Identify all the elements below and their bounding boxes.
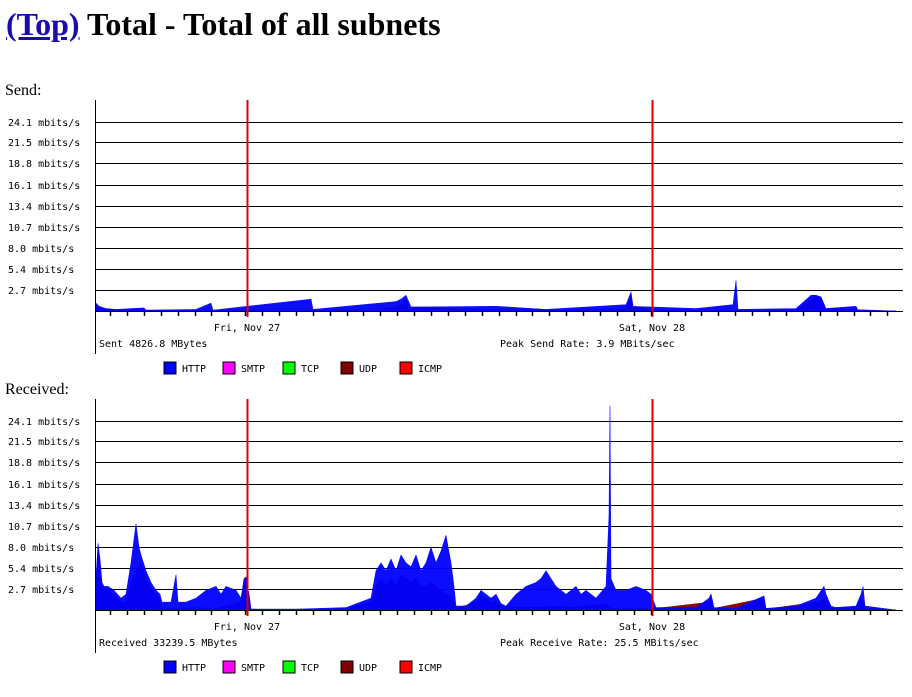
send-day-label: Sat, Nov 28: [619, 323, 685, 334]
received-legend-label-http: HTTP: [182, 663, 206, 674]
page-title-text: Total - Total of all subnets: [86, 6, 441, 42]
received-legend-swatch-icmp: [399, 660, 413, 674]
received-y-tick-label: 10.7 mbits/s: [8, 522, 80, 533]
received-graph: 24.1 mbits/s 21.5 mbits/s 18.8 mbits/s 16.1…: [8, 399, 903, 674]
received-legend-swatch-udp: [340, 660, 354, 674]
send-y-tick-label: 18.8 mbits/s: [8, 159, 80, 170]
send-day-label: Fri, Nov 27: [214, 323, 280, 334]
received-y-tick-label: 13.4 mbits/s: [8, 501, 80, 512]
send-peak-text: Peak Send Rate: 3.9 MBits/sec: [500, 339, 675, 350]
send-total-text: Sent 4826.8 MBytes: [99, 339, 207, 350]
send-legend-label-http: HTTP: [182, 364, 206, 375]
received-y-tick-label: 5.4 mbits/s: [8, 564, 74, 575]
send-y-tick-label: 2.7 mbits/s: [8, 286, 74, 297]
received-day-label: Sat, Nov 28: [619, 622, 685, 633]
page-title: (Top) Total - Total of all subnets: [6, 6, 441, 42]
received-legend-swatch-tcp: [282, 660, 296, 674]
received-total-text: Received 33239.5 MBytes: [99, 638, 237, 649]
send-legend-label-icmp: ICMP: [418, 364, 442, 375]
send-graph: 24.1 mbits/s 21.5 mbits/s 18.8 mbits/s 16.1…: [8, 100, 903, 375]
send-legend-swatch-tcp: [282, 361, 296, 375]
received-legend-label-tcp: TCP: [301, 663, 319, 674]
send-legend-swatch-udp: [340, 361, 354, 375]
send-series-http: [95, 280, 897, 312]
send-y-tick-label: 21.5 mbits/s: [8, 138, 80, 149]
send-section-label: Send:: [5, 82, 42, 99]
send-y-tick-label: 8.0 mbits/s: [8, 244, 74, 255]
send-legend-label-smtp: SMTP: [241, 364, 265, 375]
received-series-http: [95, 405, 897, 611]
received-y-tick-label: 21.5 mbits/s: [8, 437, 80, 448]
send-y-tick-label: 16.1 mbits/s: [8, 181, 80, 192]
send-y-tick-label: 13.4 mbits/s: [8, 202, 80, 213]
received-y-tick-label: 16.1 mbits/s: [8, 480, 80, 491]
received-legend-label-icmp: ICMP: [418, 663, 442, 674]
received-legend-label-smtp: SMTP: [241, 663, 265, 674]
send-legend-swatch-http: [163, 361, 177, 375]
send-legend-swatch-icmp: [399, 361, 413, 375]
send-legend-label-tcp: TCP: [301, 364, 319, 375]
received-y-tick-label: 8.0 mbits/s: [8, 543, 74, 554]
received-peak-text: Peak Receive Rate: 25.5 MBits/sec: [500, 638, 699, 649]
received-y-tick-label: 24.1 mbits/s: [8, 417, 80, 428]
send-legend-swatch-smtp: [222, 361, 236, 375]
received-y-tick-label: 2.7 mbits/s: [8, 585, 74, 596]
send-y-tick-label: 5.4 mbits/s: [8, 265, 74, 276]
received-section-label: Received:: [5, 381, 69, 398]
received-legend-label-udp: UDP: [359, 663, 377, 674]
received-legend-swatch-http: [163, 660, 177, 674]
received-day-label: Fri, Nov 27: [214, 622, 280, 633]
received-legend-swatch-smtp: [222, 660, 236, 674]
send-legend-label-udp: UDP: [359, 364, 377, 375]
send-y-tick-label: 24.1 mbits/s: [8, 118, 80, 129]
received-y-tick-label: 18.8 mbits/s: [8, 458, 80, 469]
top-link[interactable]: (Top): [6, 6, 80, 42]
send-y-tick-label: 10.7 mbits/s: [8, 223, 80, 234]
